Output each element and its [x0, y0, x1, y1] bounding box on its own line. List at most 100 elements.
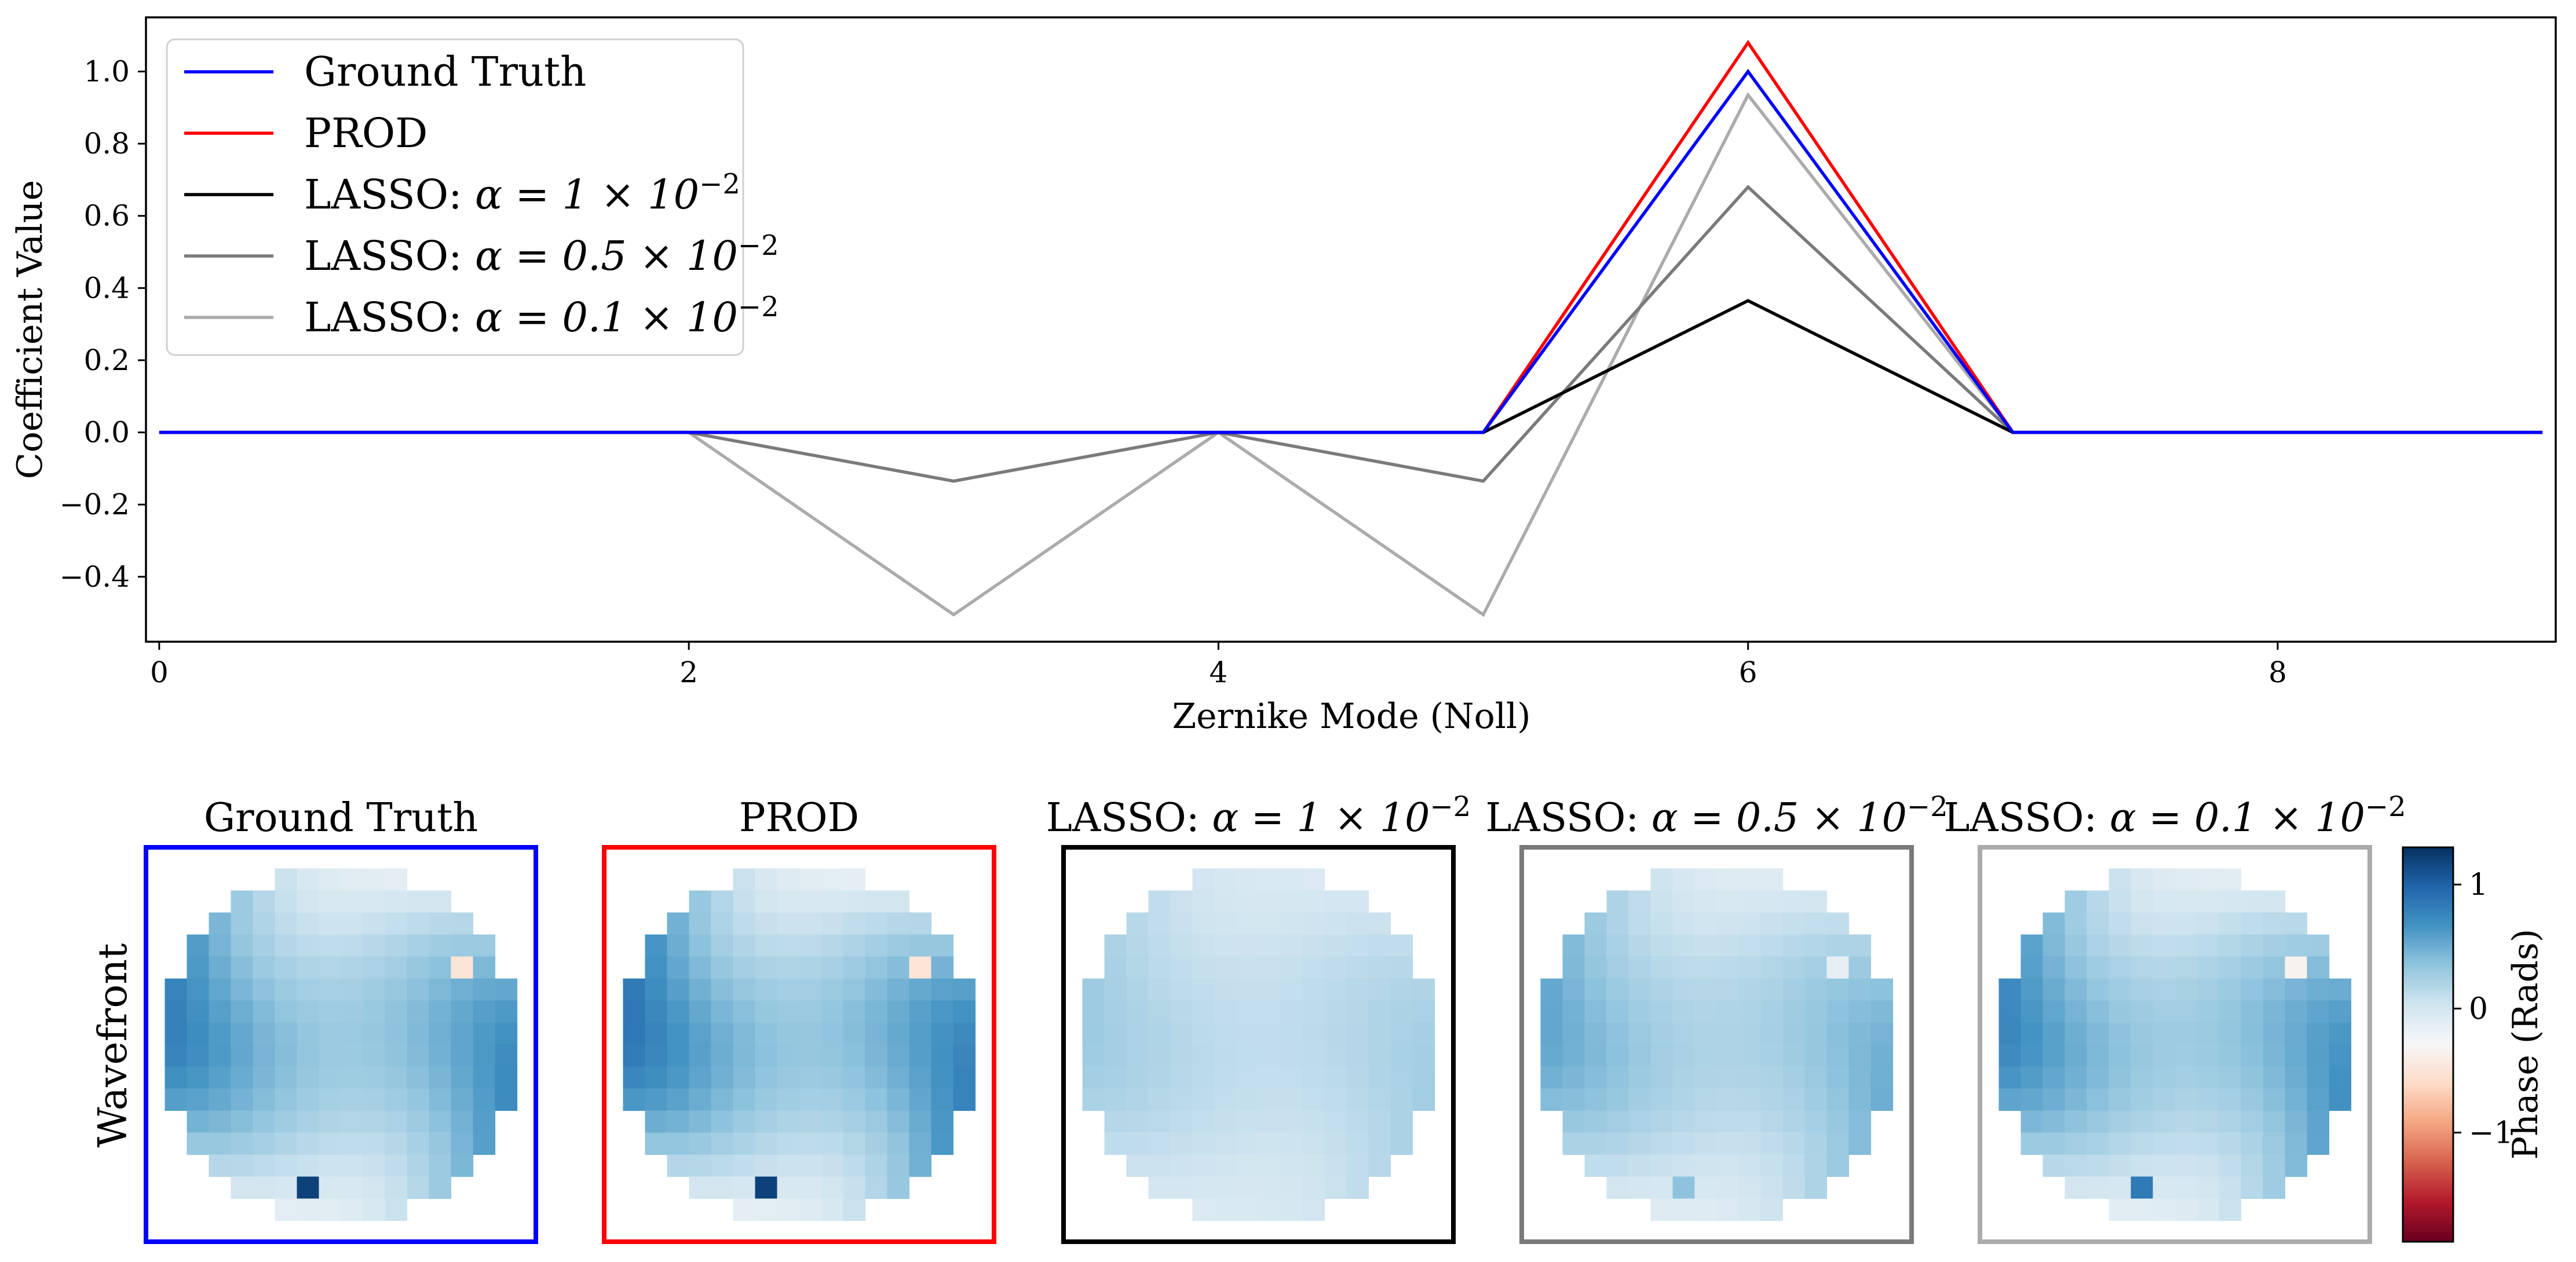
heatmap-cell [843, 978, 866, 1001]
heatmap-cell [1126, 1088, 1149, 1111]
heatmap-cell [821, 890, 844, 913]
heatmap-cell [341, 1066, 364, 1089]
heatmap-cell [1148, 890, 1171, 913]
heatmap-cell [1804, 956, 1828, 979]
heatmap-cell [711, 1110, 734, 1133]
heatmap-cell [755, 1176, 778, 1199]
heatmap-cell [1258, 1198, 1281, 1221]
heatmap-cell [1368, 1110, 1391, 1133]
heatmap-cell [1694, 1176, 1718, 1199]
heatmap-cell [1738, 1022, 1762, 1045]
x-tick-label: 0 [150, 656, 169, 689]
heatmap-cell [689, 956, 712, 979]
heatmap-cell [1302, 1044, 1325, 1067]
heatmap-cell [1738, 1176, 1762, 1199]
heatmap-cell [1562, 978, 1585, 1001]
heatmap-cell [2153, 868, 2176, 891]
heatmap-cell [2065, 1132, 2088, 1155]
heatmap-cell [2042, 1022, 2066, 1045]
heatmap-cell [1214, 978, 1237, 1001]
heatmap-cell [1650, 1000, 1674, 1023]
heatmap-cell [777, 1132, 800, 1155]
heatmap-cell [2241, 1000, 2264, 1023]
heatmap-cell [385, 956, 408, 979]
heatmap-cell [275, 978, 298, 1001]
panel-title-0-text: Ground Truth [204, 795, 478, 841]
heatmap-cell [1606, 1154, 1629, 1177]
colorbar-tick-label: 0 [2469, 992, 2488, 1026]
heatmap-cell [1694, 934, 1718, 957]
heatmap-cell [1258, 1154, 1281, 1177]
heatmap-cell [341, 1000, 364, 1023]
heatmap-cell [711, 1154, 734, 1177]
heatmap-cell [909, 1000, 932, 1023]
heatmap-cell [1148, 1088, 1171, 1111]
heatmap-cell [275, 1110, 298, 1133]
heatmap-cell [297, 1044, 320, 1067]
heatmap-cell [799, 1000, 822, 1023]
heatmap-cell [429, 1044, 452, 1067]
heatmap-cell [733, 890, 756, 913]
heatmap-cell [1346, 1132, 1369, 1155]
heatmap-cell [2219, 1044, 2242, 1067]
axis-ticks: 0 2 4 6 8 −0.4 −0.2 0.0 0.2 0.4 0.6 0.8 1.0 [60, 54, 2287, 689]
heatmap-cell [1192, 1110, 1215, 1133]
heatmap-cell [451, 1088, 474, 1111]
heatmap-cell [1214, 1198, 1237, 1221]
heatmap-cell [2153, 1088, 2176, 1111]
heatmap-cell [711, 1176, 734, 1199]
heatmap-cell [689, 1110, 712, 1133]
heatmap-cell [451, 1000, 474, 1023]
legend-label-3-exponent: −2 [738, 229, 779, 262]
heatmap-cell [1738, 1132, 1762, 1155]
heatmap-cell [689, 1022, 712, 1045]
heatmap-cell [1738, 890, 1762, 913]
heatmap-cell [2087, 934, 2110, 957]
heatmap-cell [1214, 1176, 1237, 1199]
heatmap-cell [495, 1022, 518, 1045]
heatmap-cell [1998, 1088, 2022, 1111]
heatmap-cell [429, 1066, 452, 1089]
heatmap-cell [909, 1022, 932, 1045]
heatmap-cell [2153, 1154, 2176, 1177]
heatmap-cell [821, 956, 844, 979]
heatmap-cell [187, 1000, 210, 1023]
heatmap-cell [253, 1088, 276, 1111]
heatmap-cell [1214, 1154, 1237, 1177]
heatmap-cell [1870, 1044, 1894, 1067]
heatmap-cell [2241, 1132, 2264, 1155]
heatmap-cell [187, 1044, 210, 1067]
heatmap-cell [1782, 978, 1806, 1001]
heatmap-cell [1628, 956, 1651, 979]
heatmap-cell [667, 978, 690, 1001]
heatmap-cell [1628, 1066, 1651, 1089]
heatmap-cell [1716, 1066, 1740, 1089]
heatmap-cell [1716, 1088, 1740, 1111]
panel-title-2: LASSO: α = 1 × 10−2 [1046, 791, 1471, 841]
heatmap-cell [341, 1198, 364, 1221]
heatmap-cell [2109, 1132, 2132, 1155]
heatmap-cell [319, 1044, 342, 1067]
heatmap-cell [909, 1088, 932, 1111]
y-tick-label: 1.0 [83, 54, 130, 88]
heatmap-cell [667, 1000, 690, 1023]
heatmap-cell [1804, 1044, 1828, 1067]
heatmap-cell [865, 978, 888, 1001]
heatmap-cell [2020, 1066, 2044, 1089]
heatmap-cell [865, 1022, 888, 1045]
heatmap-cell [1540, 1044, 1563, 1067]
heatmap-cell [1192, 1132, 1215, 1155]
heatmap-cell [821, 1066, 844, 1089]
heatmap-cell [2065, 978, 2088, 1001]
heatmap-cell [1804, 1154, 1828, 1177]
heatmap-cell [2197, 1022, 2220, 1045]
colorbar-tick-label: −1 [2469, 1116, 2513, 1151]
heatmap-cell [755, 1132, 778, 1155]
heatmap-cell [319, 890, 342, 913]
heatmap-cell [1760, 978, 1784, 1001]
heatmap-cell [821, 912, 844, 935]
heatmap-cell [385, 1044, 408, 1067]
heatmap-cell [1782, 1132, 1806, 1155]
heatmap-cell [451, 1044, 474, 1067]
heatmap-cell [209, 1044, 232, 1067]
